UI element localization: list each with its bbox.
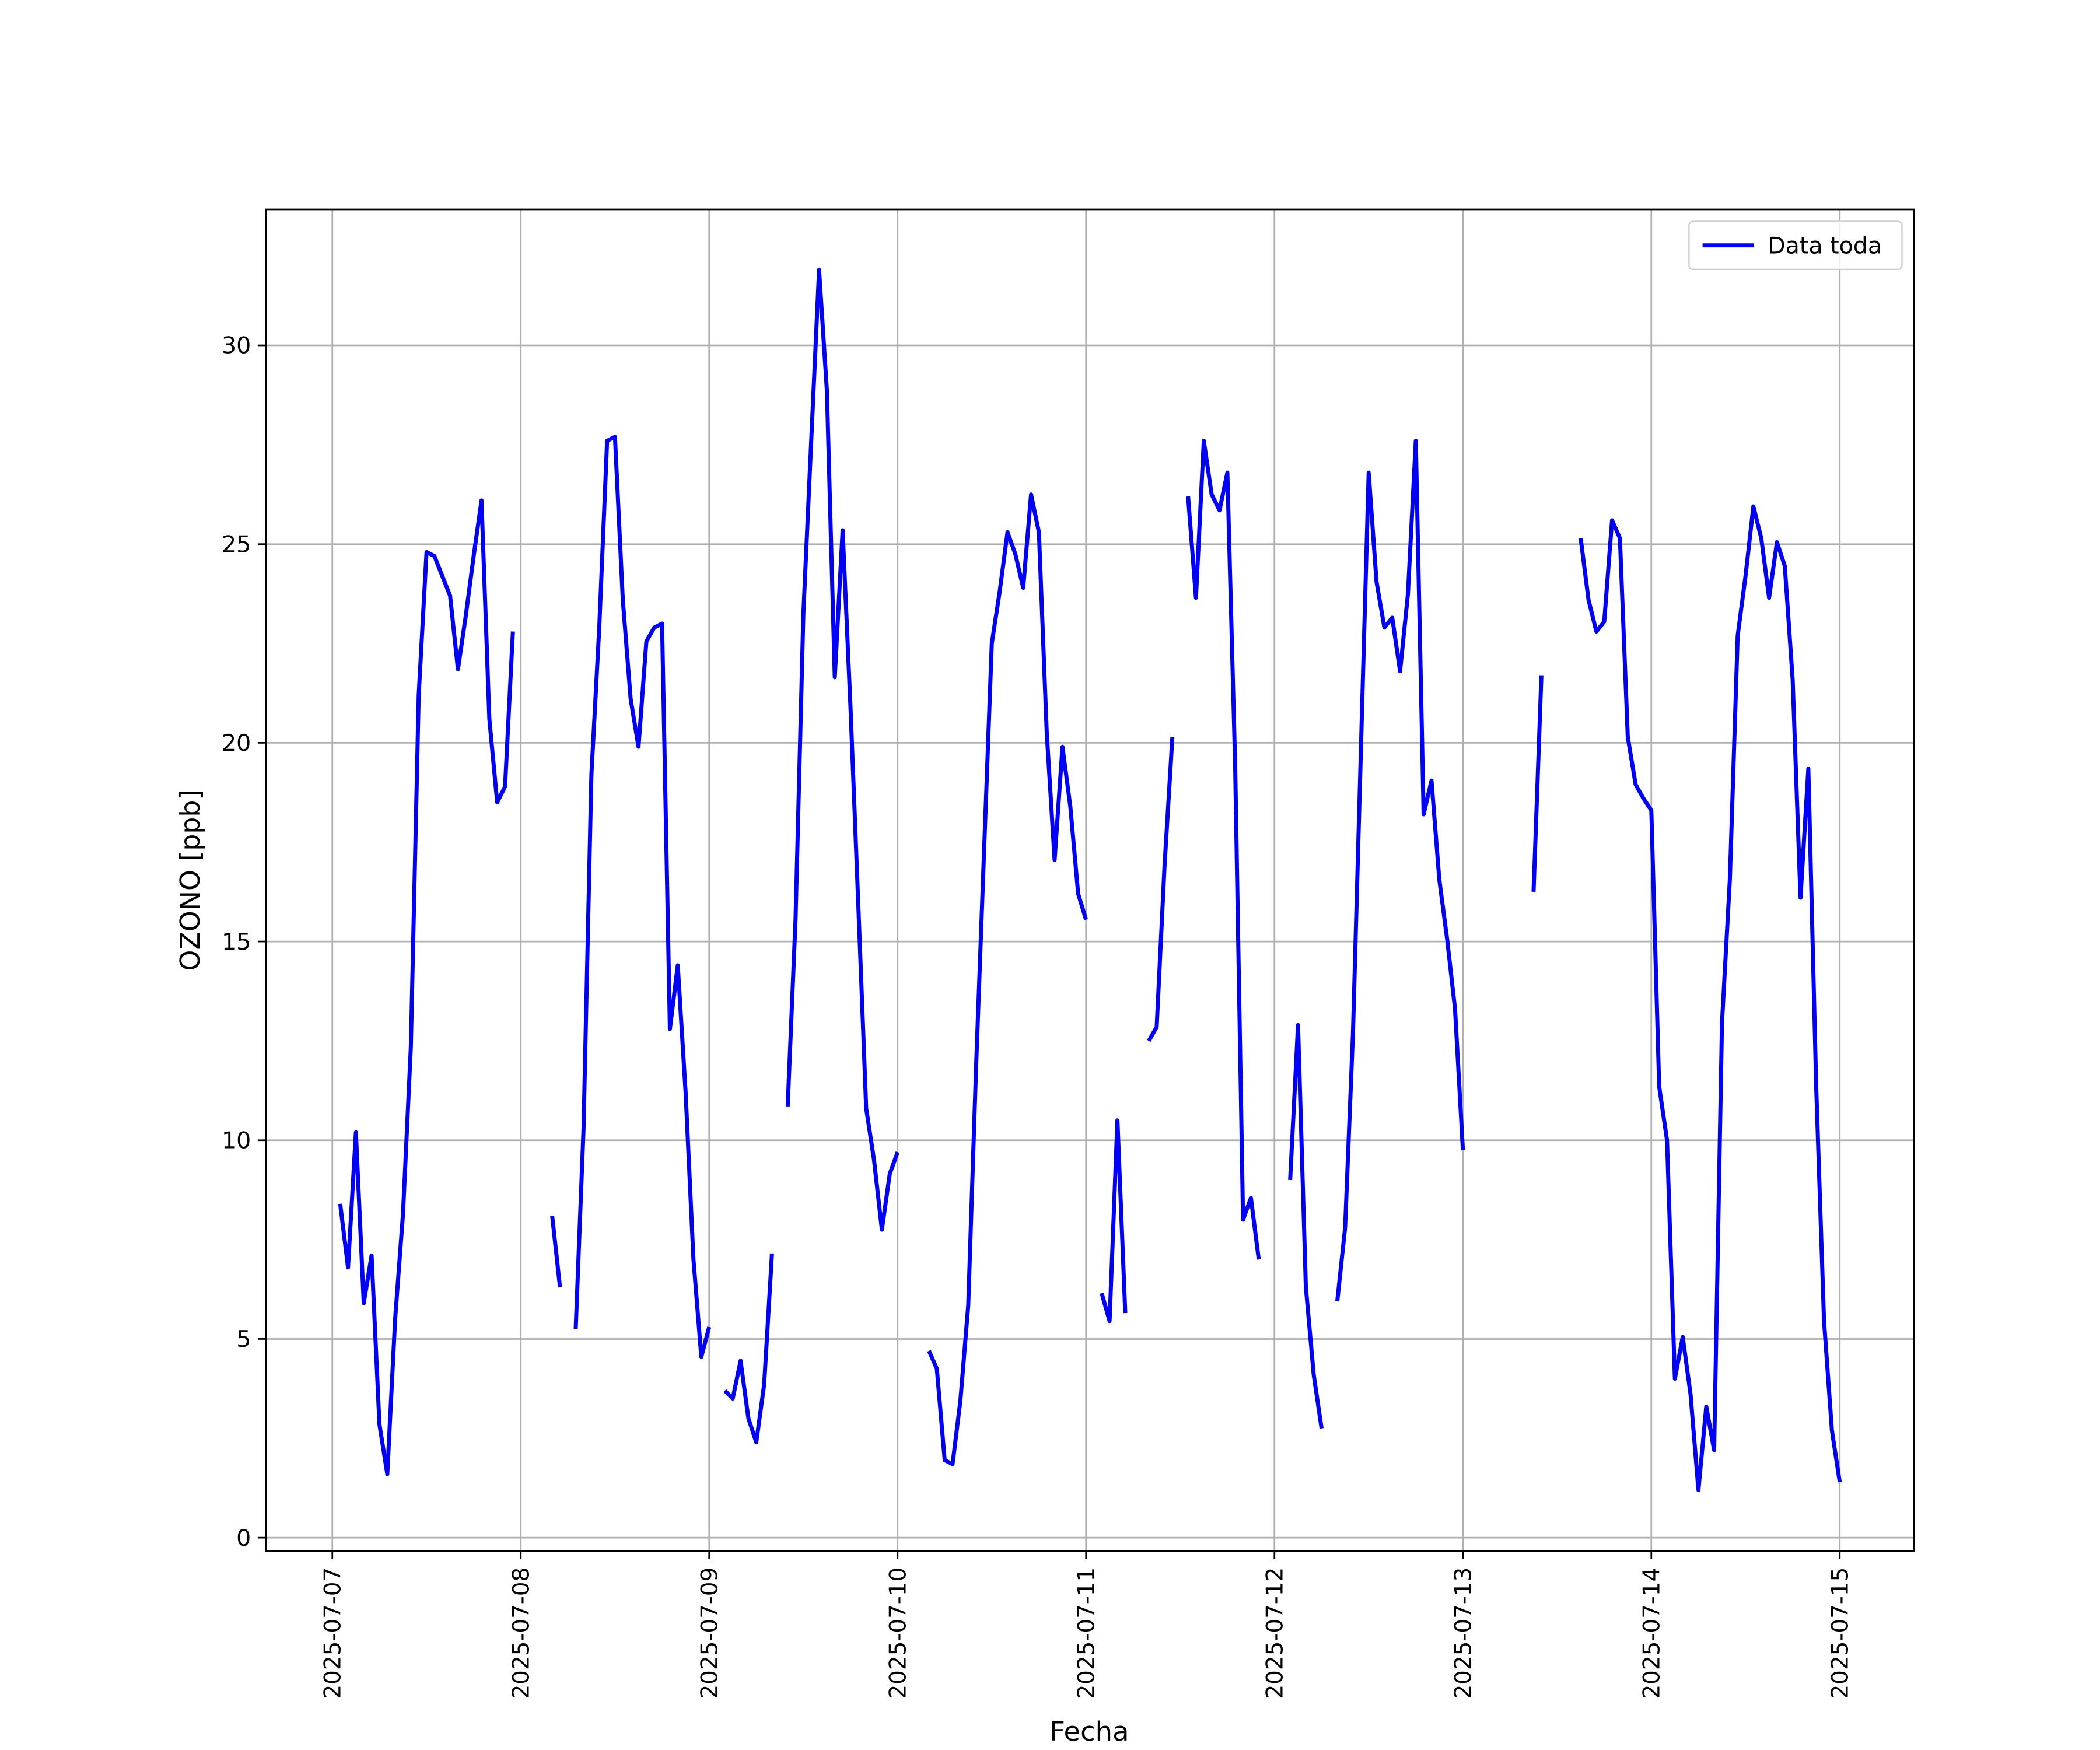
x-tick-label: 2025-07-10 [885,1567,911,1699]
y-tick-label: 25 [222,532,251,558]
y-tick-label: 0 [236,1525,251,1552]
axes-frame [265,208,1915,1552]
data-line [338,268,1842,1492]
x-tick-label: 2025-07-11 [1073,1567,1100,1699]
ticks: 0 5 10 15 20 25 30 2025-07-07 2025-07-08 2025-07-… [222,333,1854,1699]
x-tick-label: 2025-07-12 [1262,1567,1288,1699]
y-tick-label: 15 [222,929,251,956]
plot [338,268,1842,1492]
legend-label: Data toda [1768,233,1882,260]
y-tick-label: 30 [222,333,251,359]
x-tick-label: 2025-07-08 [508,1567,534,1699]
x-tick-label: 2025-07-07 [320,1567,346,1699]
y-tick-label: 10 [222,1128,251,1154]
y-tick-label: 20 [222,730,251,757]
y-axis-label: OZONO [ppb] [174,790,205,971]
x-tick-label: 2025-07-09 [696,1567,723,1699]
x-tick-label: 2025-07-14 [1639,1567,1665,1699]
x-tick-label: 2025-07-13 [1450,1567,1476,1699]
y-tick-label: 5 [236,1326,251,1353]
x-axis-label: Fecha [1049,1716,1129,1747]
legend: Data toda [1688,220,1903,271]
x-tick-label: 2025-07-15 [1827,1567,1853,1699]
legend-box [1688,220,1903,271]
